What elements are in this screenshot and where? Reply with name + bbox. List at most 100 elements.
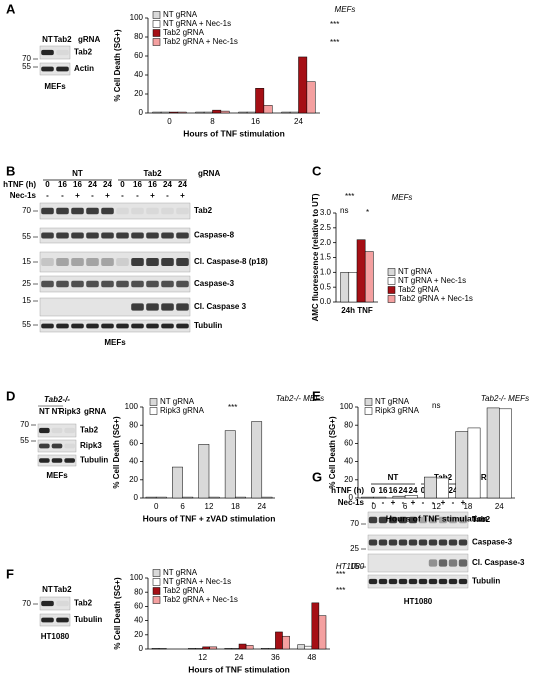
legend-label: NT gRNA [398, 267, 433, 276]
blot-strip [367, 534, 469, 551]
blot-band [86, 280, 99, 288]
blot-band [64, 443, 75, 449]
blot-band [39, 458, 50, 463]
y-tick-label: 2.0 [320, 238, 332, 247]
condition-value: + [105, 191, 110, 200]
y-tick-label: 100 [125, 402, 139, 411]
y-tick-label: 80 [344, 420, 353, 429]
condition-value: - [402, 498, 405, 507]
blot-band [398, 516, 408, 524]
y-tick-label: 0 [139, 108, 144, 117]
bar [212, 109, 222, 114]
blot-strip [367, 553, 469, 573]
condition-label: Nec-1s [338, 498, 365, 507]
y-axis-label: % Cell Death (SG+) [112, 416, 121, 489]
significance: *** [345, 192, 354, 201]
blot-band [131, 280, 144, 288]
blot-band [101, 280, 114, 288]
legend-swatch [152, 20, 161, 28]
blot-band [131, 303, 144, 311]
x-tick-label: 18 [231, 502, 240, 511]
legend-swatch [152, 596, 161, 604]
y-tick-label: 40 [129, 457, 138, 466]
condition-value: 16 [58, 180, 67, 189]
blot-band [418, 516, 428, 524]
x-tick-label: 6 [403, 502, 408, 511]
blot-band [388, 516, 398, 524]
bar [486, 407, 500, 499]
y-axis-label: % Cell Death (SG+) [113, 29, 122, 102]
x-tick-label: 24 [257, 502, 266, 511]
row-label: Caspase-3 [194, 279, 235, 288]
blot-strip [367, 574, 469, 589]
blot-band [398, 539, 408, 546]
row-label: Tab2 [74, 599, 93, 608]
blot-band [448, 539, 458, 546]
x-tick-label: 24h TNF [341, 306, 373, 315]
bar [177, 111, 187, 114]
condition-value: 0 [421, 486, 426, 495]
x-axis-label: Hours of TNF stimulation [183, 128, 285, 138]
blot-strip [39, 613, 71, 627]
bar [182, 496, 194, 499]
chart-title: MEFs [392, 193, 413, 202]
significance: ns [432, 401, 440, 410]
bar [436, 477, 449, 499]
y-tick-label: 80 [129, 420, 138, 429]
y-tick-label: 1.5 [320, 253, 332, 262]
condition-value: 16 [148, 180, 157, 189]
chart: 0 20 40 60 80 100 0 8 16 24 Hours of TNF stimulati… [113, 5, 355, 138]
chart-title: HT1080 [336, 562, 365, 571]
blot-band [41, 280, 54, 288]
blot-band [418, 578, 428, 585]
blot-band [146, 303, 159, 311]
condition-value: + [180, 191, 185, 200]
legend-label: Tab2 gRNA + Nec-1s [398, 294, 473, 303]
legend-swatch [149, 407, 158, 415]
blot-band [388, 539, 398, 546]
mw-marker: 15 [22, 257, 31, 266]
blot-caption: MEFs [44, 82, 66, 91]
condition-value: 24 [409, 486, 418, 495]
blot-band [56, 49, 69, 56]
bar [195, 648, 203, 650]
y-tick-label: 20 [134, 630, 143, 639]
condition-value: 24 [178, 180, 187, 189]
blot-band [56, 232, 69, 239]
condition-value: 0 [120, 180, 125, 189]
mw-marker: 25 [22, 279, 31, 288]
y-tick-label: 40 [344, 457, 353, 466]
significance: *** [228, 403, 237, 412]
blot-band [64, 427, 75, 434]
blot-band [378, 578, 388, 585]
y-tick-label: 0 [349, 493, 354, 502]
group-label: NT [388, 473, 399, 482]
blot-band [428, 516, 438, 524]
blot-band [86, 323, 99, 329]
blot-band [428, 539, 438, 546]
blot-band [438, 516, 448, 524]
blot-band [101, 323, 114, 329]
y-tick-label: 60 [129, 439, 138, 448]
bar [246, 111, 256, 114]
y-tick-label: 60 [344, 439, 353, 448]
mw-marker: 55 [20, 436, 29, 445]
x-tick-label: 0 [154, 502, 159, 511]
condition-value: + [411, 498, 416, 507]
y-axis-label: AMC fluorescence (relative to UT) [311, 193, 320, 321]
blot-band [56, 280, 69, 288]
x-tick-label: 8 [210, 117, 215, 126]
blot-band [71, 323, 84, 329]
blot-band [101, 258, 114, 266]
significance: *** [336, 586, 345, 595]
bar [224, 430, 236, 499]
blot-band [51, 458, 63, 463]
condition-value: - [136, 191, 139, 200]
legend-label: Ripk3 gRNA [160, 406, 205, 415]
legend-label: NT gRNA [163, 568, 198, 577]
panel-label: A [6, 1, 16, 16]
row-label: Tab2 [472, 515, 491, 524]
condition-value: - [452, 498, 455, 507]
blot-band [438, 559, 448, 567]
